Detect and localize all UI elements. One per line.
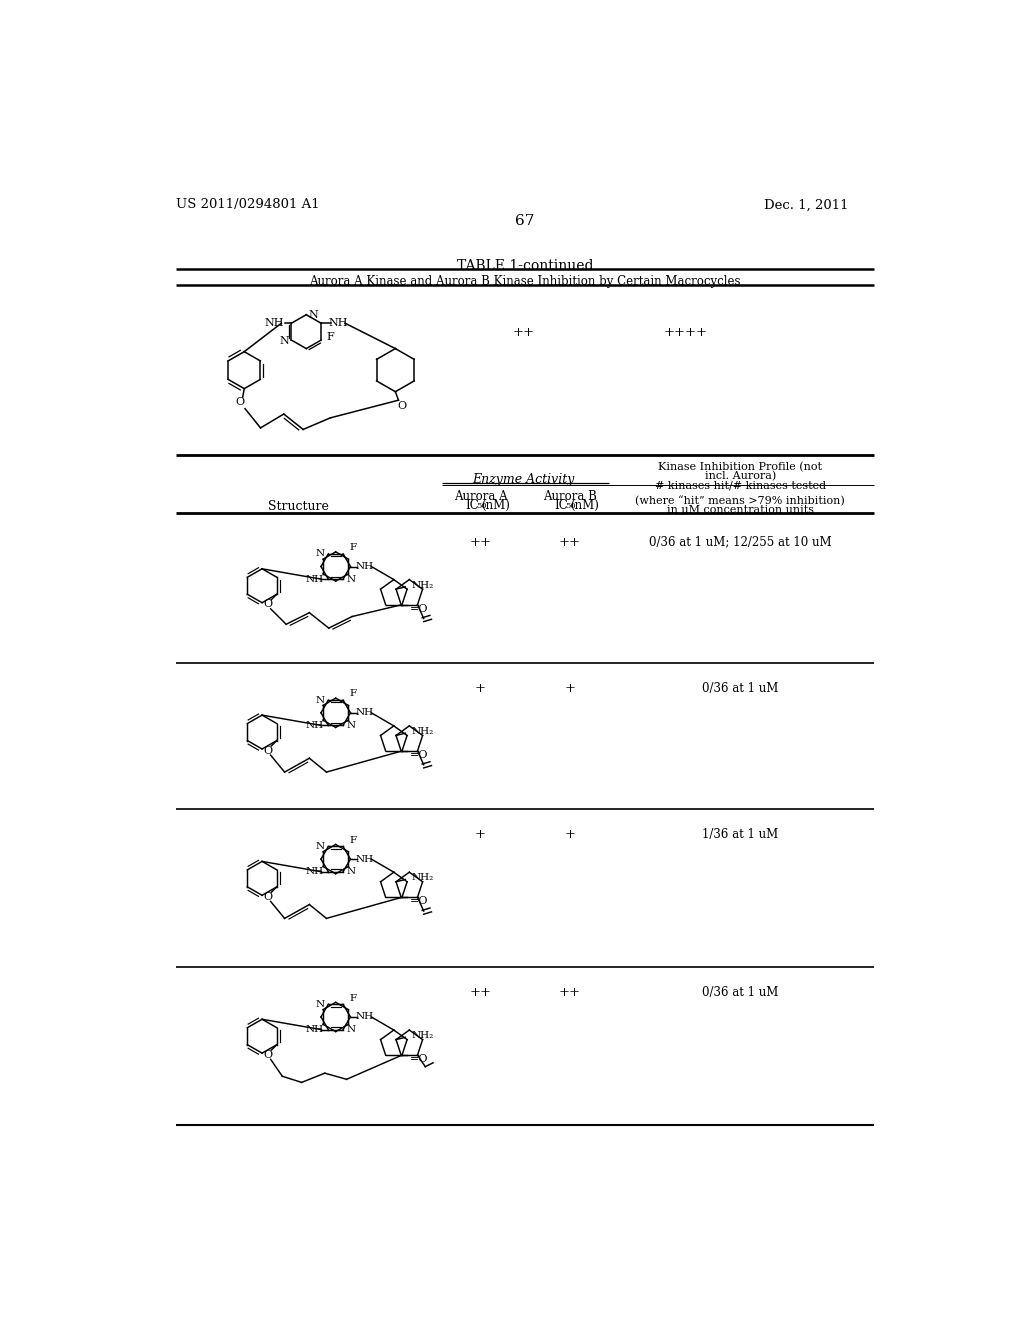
Text: IC: IC xyxy=(465,499,479,512)
Text: NH: NH xyxy=(305,574,324,583)
Text: Dec. 1, 2011: Dec. 1, 2011 xyxy=(764,198,849,211)
Text: NH: NH xyxy=(355,854,374,863)
Text: Aurora A Kinase and Aurora B Kinase Inhibition by Certain Macrocycles: Aurora A Kinase and Aurora B Kinase Inhi… xyxy=(309,276,740,289)
Text: NH: NH xyxy=(355,1012,374,1022)
Text: F: F xyxy=(349,994,356,1003)
Text: O: O xyxy=(264,1049,272,1060)
Text: 0/36 at 1 uM: 0/36 at 1 uM xyxy=(702,682,778,696)
Text: NH: NH xyxy=(355,562,374,572)
Text: 1/36 at 1 uM: 1/36 at 1 uM xyxy=(702,829,778,841)
Text: US 2011/0294801 A1: US 2011/0294801 A1 xyxy=(176,198,319,211)
Text: 0/36 at 1 uM; 12/255 at 10 uM: 0/36 at 1 uM; 12/255 at 10 uM xyxy=(649,536,831,549)
Text: Aurora B: Aurora B xyxy=(543,490,597,503)
Text: +: + xyxy=(564,829,575,841)
Text: Kinase Inhibition Profile (not: Kinase Inhibition Profile (not xyxy=(658,462,822,473)
Text: 50: 50 xyxy=(476,502,486,510)
Text: N: N xyxy=(315,696,325,705)
Text: N: N xyxy=(315,999,325,1008)
Text: N: N xyxy=(315,549,325,558)
Text: NH: NH xyxy=(305,1026,324,1034)
Text: O: O xyxy=(264,892,272,902)
Text: O: O xyxy=(264,599,272,610)
Text: # kinases hit/# kinases tested: # kinases hit/# kinases tested xyxy=(654,480,825,490)
Text: TABLE 1-continued: TABLE 1-continued xyxy=(457,259,593,272)
Text: ++: ++ xyxy=(559,536,581,549)
Text: Aurora A: Aurora A xyxy=(454,490,508,503)
Text: NH: NH xyxy=(305,721,324,730)
Text: +: + xyxy=(564,682,575,696)
Text: N: N xyxy=(347,1026,356,1034)
Text: incl. Aurora): incl. Aurora) xyxy=(705,471,776,482)
Text: in μM concentration units: in μM concentration units xyxy=(667,506,814,515)
Text: ++: ++ xyxy=(470,986,492,999)
Text: N: N xyxy=(308,310,318,321)
Text: (nM): (nM) xyxy=(481,499,510,512)
Text: F: F xyxy=(349,689,356,698)
Text: O: O xyxy=(397,400,407,411)
Text: N: N xyxy=(347,867,356,876)
Text: N: N xyxy=(280,335,289,346)
Text: F: F xyxy=(349,543,356,552)
Text: N: N xyxy=(347,721,356,730)
Text: NH: NH xyxy=(355,709,374,717)
Text: IC: IC xyxy=(554,499,568,512)
Text: =O: =O xyxy=(410,1053,428,1064)
Text: F: F xyxy=(327,333,334,342)
Text: Enzyme Activity: Enzyme Activity xyxy=(472,473,574,486)
Text: ++: ++ xyxy=(470,536,492,549)
Text: (where “hit” means >79% inhibition): (where “hit” means >79% inhibition) xyxy=(635,496,845,506)
Text: 0/36 at 1 uM: 0/36 at 1 uM xyxy=(702,986,778,999)
Text: F: F xyxy=(349,836,356,845)
Text: NH₂: NH₂ xyxy=(412,1031,434,1040)
Text: +: + xyxy=(475,829,486,841)
Text: (nM): (nM) xyxy=(570,499,599,512)
Text: O: O xyxy=(264,746,272,755)
Text: 67: 67 xyxy=(515,214,535,228)
Text: N: N xyxy=(347,574,356,583)
Text: Structure: Structure xyxy=(268,500,329,513)
Text: NH: NH xyxy=(305,867,324,876)
Text: =O: =O xyxy=(410,750,428,760)
Text: NH₂: NH₂ xyxy=(412,727,434,737)
Text: NH: NH xyxy=(329,318,348,329)
Text: =O: =O xyxy=(410,603,428,614)
Text: O: O xyxy=(236,397,244,408)
Text: NH₂: NH₂ xyxy=(412,581,434,590)
Text: =O: =O xyxy=(410,896,428,906)
Text: ++++: ++++ xyxy=(664,326,708,339)
Text: NH₂: NH₂ xyxy=(412,874,434,882)
Text: +: + xyxy=(475,682,486,696)
Text: 50: 50 xyxy=(565,502,575,510)
Text: ++: ++ xyxy=(559,986,581,999)
Text: NH: NH xyxy=(264,318,285,329)
Text: N: N xyxy=(315,842,325,851)
Text: ++: ++ xyxy=(512,326,535,339)
